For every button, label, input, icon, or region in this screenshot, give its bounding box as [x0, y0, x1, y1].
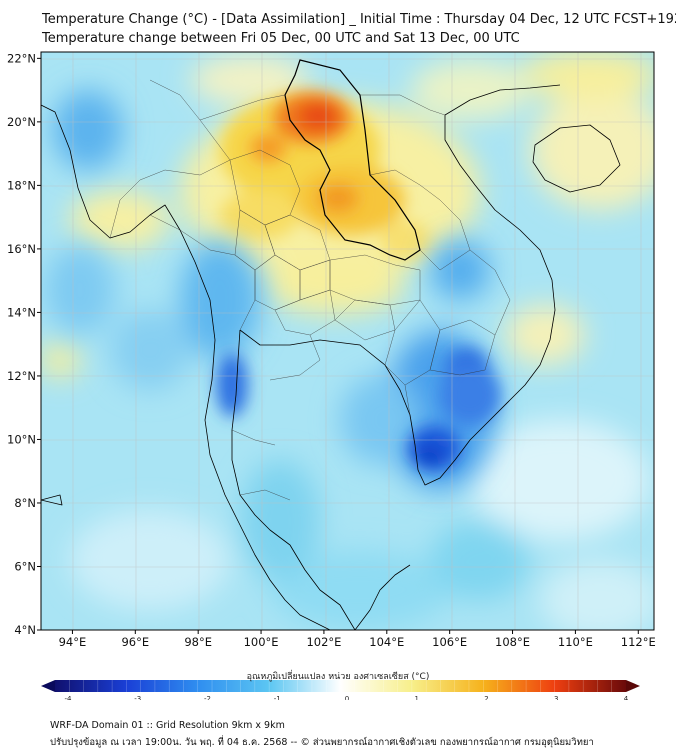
colorbar: -4 -3 -2 -1 0 1 2 3 4 [41, 680, 640, 700]
map-subtitle: Temperature change between Fri 05 Dec, 0… [42, 31, 520, 46]
lon-label: 98°E [184, 635, 212, 649]
temperature-field [41, 52, 654, 630]
lat-label: 16°N [7, 242, 36, 256]
colorbar-tick-label: 4 [624, 695, 629, 700]
province-borders [109, 79, 511, 501]
colorbar-tick-label: 3 [554, 695, 558, 700]
temperature-map: 94°E 96°E 98°E 100°E 102°E 104°E 106°E 108°E 110… [7, 51, 656, 700]
lat-label: 12°N [7, 369, 36, 383]
graticule [41, 52, 654, 630]
lon-label: 104°E [369, 635, 404, 649]
lon-label: 102°E [306, 635, 341, 649]
lat-label: 20°N [7, 115, 36, 129]
lat-label: 4°N [14, 623, 36, 637]
colorbar-tick-label: -3 [134, 695, 141, 700]
longitude-axis: 94°E 96°E 98°E 100°E 102°E 104°E 106°E 108°E 110… [59, 630, 656, 649]
colorbar-tick-label: 1 [415, 695, 419, 700]
lon-label: 96°E [121, 635, 149, 649]
map-title: Temperature Change (°C) - [Data Assimila… [42, 12, 676, 27]
lat-label: 6°N [14, 559, 36, 573]
colorbar-ticks: -4 -3 -2 -1 0 1 2 3 4 [65, 695, 629, 700]
lon-label: 110°E [558, 635, 593, 649]
colorbar-tick-label: -1 [274, 695, 281, 700]
colorbar-title: อุณหภูมิเปลี่ยนแปลง หน่วย องศาเซลเซียส (… [246, 672, 430, 682]
lon-label: 112°E [621, 635, 656, 649]
lon-label: 100°E [244, 635, 279, 649]
colorbar-tick-label: -2 [204, 695, 211, 700]
update-info: ปรับปรุงข้อมูล ณ เวลา 19:00น. วัน พฤ. ที… [50, 737, 594, 748]
coastlines [41, 84, 621, 630]
lat-label: 18°N [7, 178, 36, 192]
colorbar-tick-label: 2 [484, 695, 488, 700]
map-frame [40, 51, 655, 631]
lat-label: 8°N [14, 496, 36, 510]
lat-label: 14°N [7, 305, 36, 319]
laos-border [284, 59, 421, 261]
lon-label: 94°E [59, 635, 87, 649]
lon-label: 108°E [495, 635, 530, 649]
model-info: WRF-DA Domain 01 :: Grid Resolution 9km … [50, 720, 285, 731]
colorbar-tick-label: -4 [65, 695, 73, 700]
lon-label: 106°E [432, 635, 467, 649]
lat-label: 22°N [7, 51, 36, 65]
colorbar-max-arrow [626, 680, 640, 692]
latitude-axis: 22°N 20°N 18°N 16°N 14°N 12°N 10°N 8°N 6°N 4°N [7, 51, 41, 637]
colorbar-min-arrow [41, 680, 55, 692]
lat-label: 10°N [7, 432, 36, 446]
colorbar-gradient [55, 680, 626, 692]
colorbar-tick-label: 0 [345, 695, 349, 700]
